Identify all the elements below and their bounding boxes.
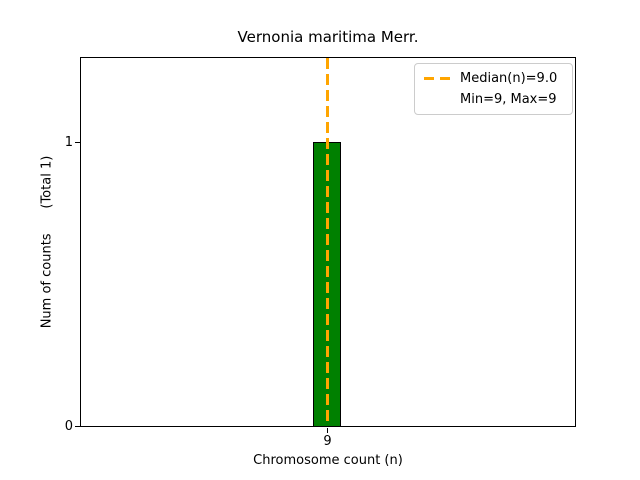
legend: Median(n)=9.0 Min=9, Max=9 xyxy=(414,63,573,115)
ytick-mark-1 xyxy=(75,142,80,143)
legend-entry-median: Median(n)=9.0 xyxy=(424,68,563,89)
xtick-label-9: 9 xyxy=(323,434,332,449)
ytick-label-1: 1 xyxy=(64,135,73,150)
legend-entry-minmax: Min=9, Max=9 xyxy=(424,89,563,110)
legend-key-spacer xyxy=(424,98,450,101)
xtick-mark-9 xyxy=(327,428,328,433)
median-line xyxy=(326,58,329,426)
ytick-label-0: 0 xyxy=(64,419,73,434)
legend-label-median: Median(n)=9.0 xyxy=(460,71,558,86)
plot-area: Median(n)=9.0 Min=9, Max=9 xyxy=(80,57,576,427)
x-axis-label: Chromosome count (n) xyxy=(253,453,403,468)
chart-title: Vernonia maritima Merr. xyxy=(237,28,419,46)
legend-label-minmax: Min=9, Max=9 xyxy=(460,92,557,107)
y-axis-label: Num of counts (Total 1) xyxy=(39,155,55,329)
ytick-mark-0 xyxy=(75,426,80,427)
median-dash-icon xyxy=(424,77,450,80)
